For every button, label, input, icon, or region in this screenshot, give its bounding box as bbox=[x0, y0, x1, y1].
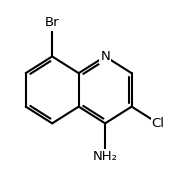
Text: N: N bbox=[100, 50, 110, 63]
Text: NH₂: NH₂ bbox=[93, 150, 118, 163]
Text: Cl: Cl bbox=[152, 117, 165, 130]
Text: Br: Br bbox=[45, 16, 59, 30]
